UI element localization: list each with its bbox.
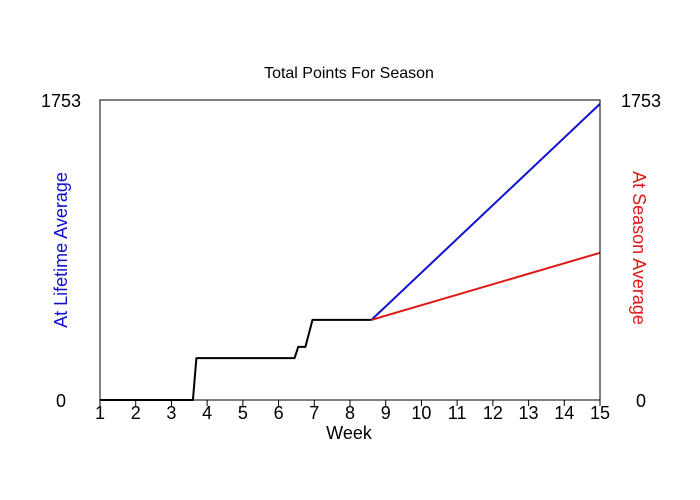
- series-line-lifetime: [370, 103, 601, 321]
- x-tick-label: 14: [554, 403, 574, 423]
- x-tick-label: 7: [309, 403, 319, 423]
- x-tick-label: 3: [166, 403, 176, 423]
- y-axis-left-label: At Lifetime Average: [51, 172, 71, 328]
- x-tick-label: 9: [381, 403, 391, 423]
- y-axis-right-max-label: 1753: [621, 91, 661, 111]
- x-tick-label: 6: [274, 403, 284, 423]
- x-tick-label: 12: [483, 403, 503, 423]
- x-tick-label: 5: [238, 403, 248, 423]
- x-tick-label: 2: [131, 403, 141, 423]
- x-tick-label: 10: [411, 403, 431, 423]
- y-axis-left-max-label: 1753: [41, 91, 81, 111]
- x-tick-label: 1: [95, 403, 105, 423]
- x-ticks: 1 2 3 4 5 6 7 8 9 10 11 12 13 14 15: [95, 400, 610, 423]
- y-axis-left-min-label: 0: [56, 391, 66, 411]
- x-tick-label: 8: [345, 403, 355, 423]
- x-axis-label: Week: [326, 423, 373, 443]
- y-axis-right-min-label: 0: [636, 391, 646, 411]
- x-tick-label: 15: [590, 403, 610, 423]
- x-tick-label: 11: [448, 403, 467, 423]
- series-layer: [100, 103, 601, 401]
- chart-title: Total Points For Season: [264, 65, 434, 82]
- x-tick-label: 4: [202, 403, 212, 423]
- x-tick-label: 13: [519, 403, 539, 423]
- series-line-season: [371, 251, 601, 321]
- y-axis-right-label: At Season Average: [629, 171, 649, 325]
- series-line-actual: [100, 318, 372, 401]
